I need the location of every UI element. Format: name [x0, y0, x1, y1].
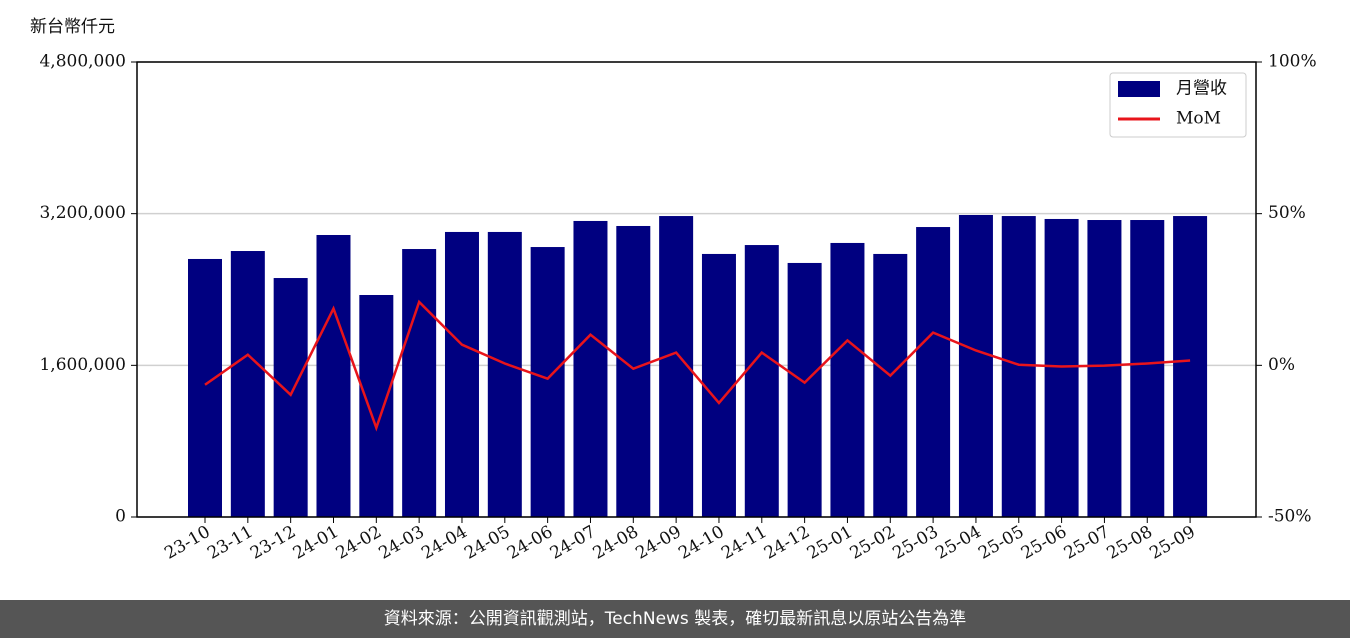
bar [402, 249, 437, 517]
bar [1130, 220, 1165, 518]
y2-tick-label: 0% [1268, 355, 1295, 375]
legend-label: 月營收 [1176, 79, 1227, 99]
y2-tick-label: -50% [1268, 507, 1312, 527]
x-tick-label: 25-09 [1146, 522, 1198, 564]
x-tick-label: 23-12 [247, 522, 299, 564]
x-tick-label: 25-03 [889, 522, 941, 564]
x-tick-label: 24-12 [761, 522, 813, 564]
x-tick-label: 25-07 [1061, 522, 1113, 564]
x-tick-label: 23-10 [161, 522, 213, 564]
bar [359, 294, 394, 517]
y-tick-label: 0 [115, 507, 126, 527]
bar [530, 247, 565, 518]
bar [744, 245, 779, 517]
y2-tick-label: 100% [1268, 52, 1317, 72]
bar [958, 214, 993, 517]
x-tick-label: 25-01 [804, 522, 856, 564]
x-tick-label: 25-06 [1018, 522, 1070, 564]
y-tick-label: 3,200,000 [39, 203, 126, 223]
chart: 新台幣仟元 0 1,600,000 3,200,000 4,800,000 -50% 0%… [30, 17, 1317, 564]
plot-frame [136, 61, 1257, 518]
bar [830, 242, 865, 518]
x-tick-label: 25-08 [1104, 522, 1156, 564]
x-tick-label: 24-03 [375, 522, 427, 564]
bar [444, 231, 479, 517]
x-tick-label: 24-08 [590, 522, 642, 564]
x-tick-label: 25-02 [847, 522, 899, 564]
bar [873, 253, 908, 517]
y2-tick-label: 50% [1268, 203, 1306, 223]
bar [701, 253, 736, 517]
bar [916, 227, 951, 517]
x-tick-label: 24-09 [632, 522, 684, 564]
x-tick-label: 24-01 [290, 522, 342, 564]
bar [1173, 216, 1208, 518]
bar [1001, 216, 1036, 518]
legend-label: MoM [1176, 109, 1221, 129]
x-tick-label: 24-10 [675, 522, 727, 564]
mom-line [204, 299, 1191, 432]
bar [787, 262, 822, 517]
bar [1087, 220, 1122, 518]
bar [273, 278, 308, 517]
y-tick-label: 4,800,000 [39, 52, 126, 72]
x-tick-label: 24-07 [547, 522, 599, 564]
bar [316, 234, 351, 517]
x-tick-label: 24-06 [504, 522, 556, 564]
x-tick-label: 24-02 [333, 522, 385, 564]
x-tick-label: 24-11 [718, 522, 770, 564]
bar [188, 258, 222, 517]
source-footer: 資料來源：公開資訊觀測站，TechNews 製表，確切最新訊息以原站公告為準 [0, 600, 1350, 638]
legend-swatch [1118, 81, 1160, 97]
x-tick-label: 25-04 [932, 522, 984, 564]
bar [573, 220, 608, 517]
x-tick-label: 25-05 [975, 522, 1027, 564]
bar [230, 251, 265, 517]
y-axis-unit: 新台幣仟元 [30, 17, 115, 37]
bar [616, 225, 651, 518]
y-tick-label: 1,600,000 [39, 355, 126, 375]
bar [487, 231, 522, 517]
x-tick-label: 23-11 [204, 522, 256, 564]
x-tick-label: 24-05 [461, 522, 513, 564]
bar [1044, 218, 1079, 517]
x-tick-label: 24-04 [418, 522, 470, 564]
